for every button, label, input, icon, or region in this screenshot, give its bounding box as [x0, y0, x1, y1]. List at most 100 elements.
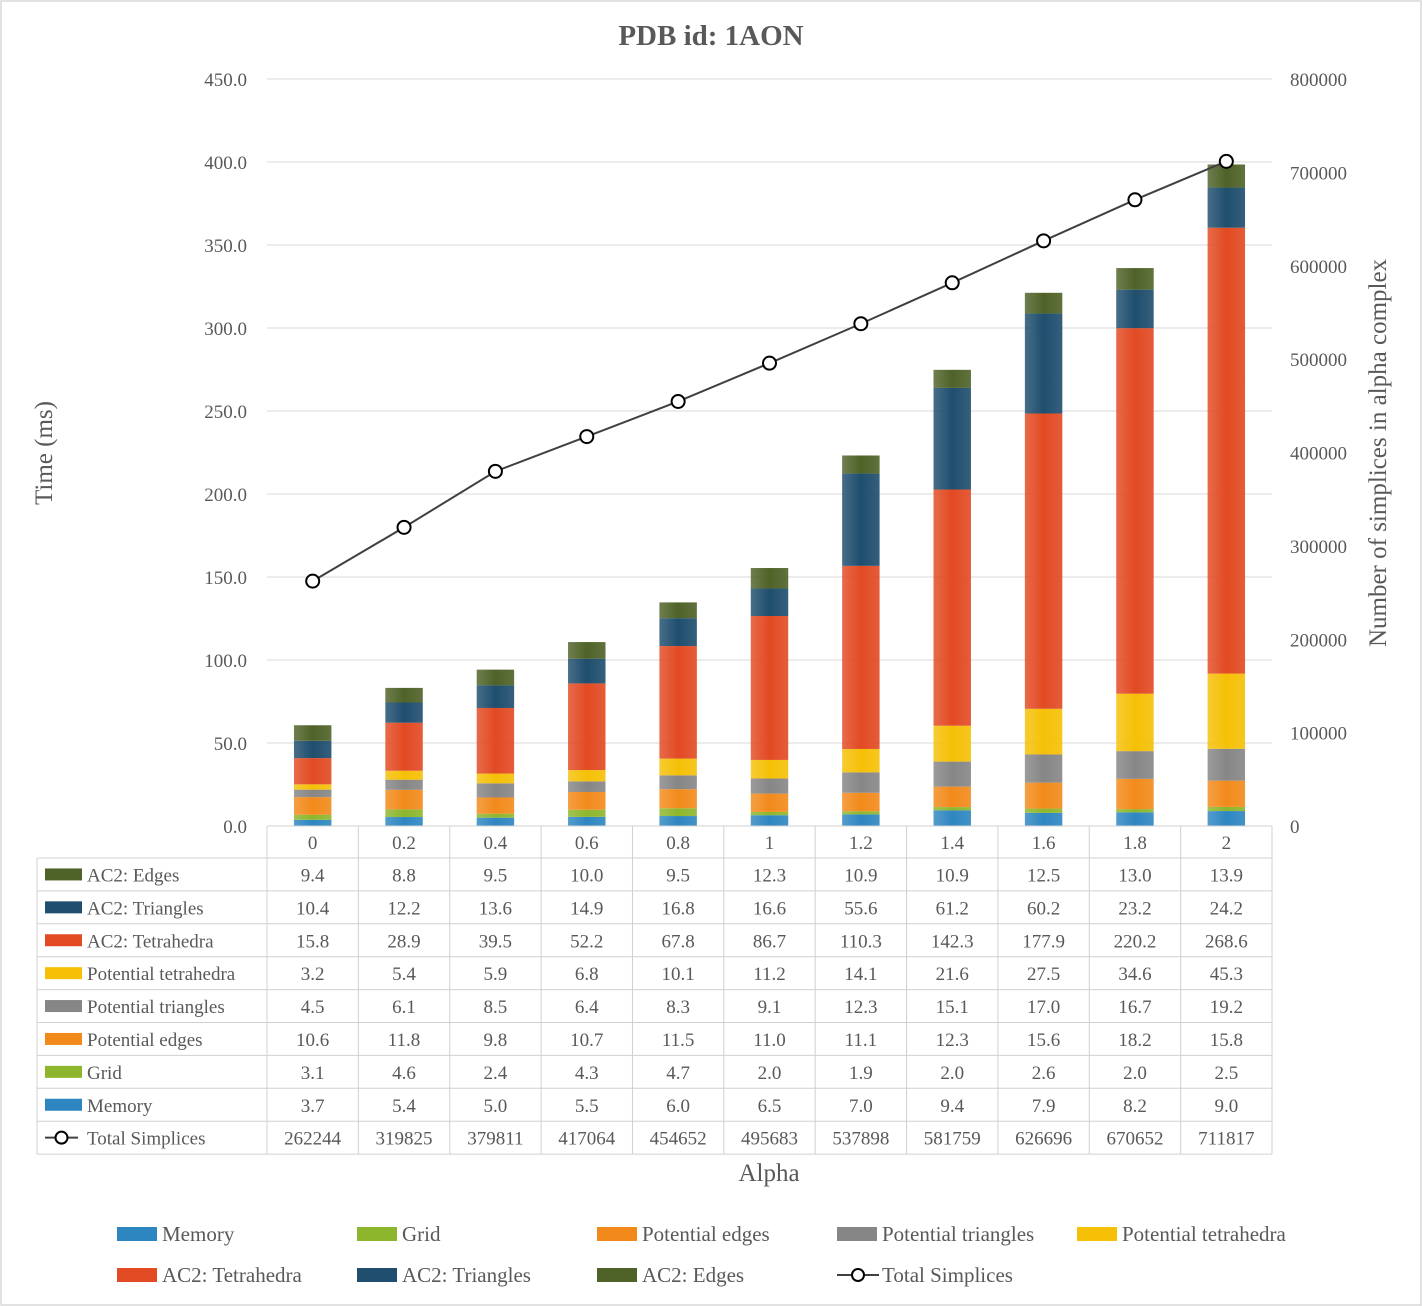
- bar-ac2-tetrahedra: [1116, 328, 1154, 694]
- bar-ac2-tetrahedra: [293, 758, 332, 785]
- table-cell: 11.2: [753, 964, 786, 985]
- bar-potential-triangles: [1207, 748, 1246, 781]
- table-cell: 27.5: [1027, 964, 1060, 985]
- table-cell: 6.8: [575, 964, 599, 985]
- table-cell: 67.8: [662, 931, 695, 952]
- table-cell: 9.8: [484, 1030, 508, 1051]
- bar-memory: [1116, 812, 1154, 826]
- table-cell: 11.5: [662, 1030, 695, 1051]
- bar-ac2-edges: [750, 568, 789, 589]
- legend-label-grid: Grid: [402, 1222, 441, 1246]
- y2-tick-label: 200000: [1290, 630, 1347, 651]
- table-cell: 262244: [284, 1129, 342, 1150]
- table-cell: 5.9: [484, 964, 508, 985]
- bar-potential-tetrahedra: [1116, 693, 1154, 752]
- y-tick-label: 150.0: [204, 568, 247, 589]
- legend-label-ac2-triangles: AC2: Triangles: [402, 1263, 531, 1287]
- y2-tick-label: 600000: [1290, 257, 1347, 278]
- table-key-swatch: [45, 967, 82, 980]
- x-tick-label: 1: [765, 833, 775, 854]
- table-cell: 670652: [1106, 1129, 1163, 1150]
- table-cell: 6.0: [666, 1096, 690, 1117]
- table-cell: 454652: [650, 1129, 707, 1150]
- table-cell: 379811: [467, 1129, 523, 1150]
- bar-memory: [750, 815, 789, 826]
- bar-ac2-edges: [1024, 292, 1063, 314]
- table-cell: 86.7: [753, 931, 786, 952]
- table-cell: 8.5: [484, 997, 508, 1018]
- table-cell: 2.0: [758, 1063, 782, 1084]
- bar-ac2-edges: [842, 455, 880, 474]
- total-simplices-point: [944, 275, 960, 291]
- table-cell: 6.4: [575, 997, 599, 1018]
- bar-ac2-edges: [385, 687, 423, 703]
- table-cell: 13.0: [1118, 865, 1151, 886]
- bar-ac2-triangles: [568, 658, 606, 684]
- table-cell: 60.2: [1027, 898, 1060, 919]
- x-tick-label: 0.6: [575, 833, 599, 854]
- table-cell: 17.0: [1027, 997, 1060, 1018]
- bar-potential-edges: [750, 793, 789, 812]
- legend-swatch-grid: [357, 1227, 397, 1241]
- table-cell: 10.4: [296, 898, 330, 919]
- legend-swatch-potential-edges: [597, 1227, 637, 1241]
- y-tick-label: 200.0: [204, 485, 247, 506]
- table-cell: 5.5: [575, 1096, 599, 1117]
- bar-ac2-edges: [659, 602, 697, 619]
- table-cell: 10.0: [570, 865, 603, 886]
- y-tick-label: 450.0: [204, 70, 247, 91]
- table-cell: 4.6: [392, 1063, 416, 1084]
- table-row-label: AC2: Tetrahedra: [87, 931, 214, 952]
- legend-label-ac2-edges: AC2: Edges: [642, 1263, 744, 1287]
- table-key-swatch: [45, 1032, 82, 1045]
- table-cell: 9.1: [758, 997, 782, 1018]
- bar-potential-triangles: [1116, 751, 1154, 779]
- bar-grid: [750, 811, 789, 816]
- table-cell: 3.2: [301, 964, 325, 985]
- y-tick-label: 350.0: [204, 236, 247, 257]
- y2-tick-label: 700000: [1290, 163, 1347, 184]
- bar-ac2-triangles: [659, 618, 697, 647]
- axis-tick-labels: 0.0 50.0 100.0 150.0 200.0 250.0 300.0 350.0 400…: [204, 70, 1347, 838]
- bar-potential-tetrahedra: [476, 773, 515, 784]
- x-tick-label: 0.2: [392, 833, 416, 854]
- table-key-swatch: [45, 868, 82, 881]
- y-tick-label: 0.0: [223, 817, 247, 838]
- table-row-label: Potential triangles: [87, 997, 225, 1018]
- table-cell: 4.3: [575, 1063, 599, 1084]
- bar-grid: [385, 809, 423, 818]
- bar-potential-triangles: [568, 781, 606, 792]
- table-cell: 9.4: [301, 865, 325, 886]
- bar-grid: [842, 811, 880, 815]
- bar-potential-edges: [385, 789, 423, 810]
- bar-memory: [933, 810, 971, 826]
- bar-ac2-triangles: [476, 685, 515, 708]
- table-cell: 2.6: [1032, 1063, 1056, 1084]
- table-cell: 8.8: [392, 865, 416, 886]
- table-cell: 61.2: [936, 898, 969, 919]
- bars: [293, 164, 1246, 826]
- table-cell: 15.8: [296, 931, 329, 952]
- table-row-label: Grid: [87, 1063, 122, 1084]
- bar-potential-tetrahedra: [1207, 673, 1246, 749]
- legend-label-potential-edges: Potential edges: [642, 1222, 770, 1246]
- bar-ac2-triangles: [933, 387, 971, 490]
- legend-swatch-potential-triangles: [837, 1227, 877, 1241]
- table-cell: 2.5: [1214, 1063, 1238, 1084]
- bar-potential-edges: [1207, 780, 1246, 807]
- x-axis-title: Alpha: [738, 1160, 799, 1187]
- bar-grid: [568, 809, 606, 817]
- table-cell: 12.2: [387, 898, 420, 919]
- bar-potential-tetrahedra: [933, 725, 971, 762]
- bar-potential-tetrahedra: [568, 770, 606, 782]
- table-cell: 45.3: [1210, 964, 1243, 985]
- table-cell: 52.2: [570, 931, 603, 952]
- table-row-label: AC2: Triangles: [87, 898, 204, 919]
- bar-potential-edges: [1024, 782, 1063, 809]
- bar-ac2-tetrahedra: [842, 565, 880, 749]
- table-cell: 5.4: [392, 1096, 416, 1117]
- table-cell: 142.3: [931, 931, 974, 952]
- bar-ac2-triangles: [293, 740, 332, 759]
- bar-potential-tetrahedra: [659, 758, 697, 776]
